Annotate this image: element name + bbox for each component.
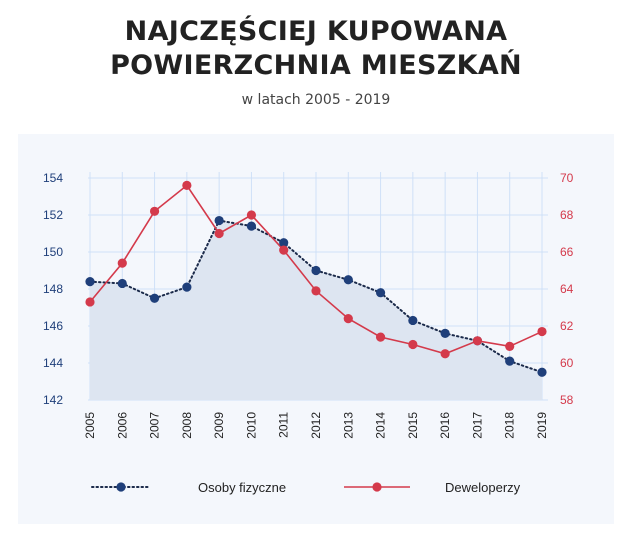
x-tick-label: 2014 <box>374 412 388 439</box>
series-osoby-fizyczne-point <box>440 328 450 338</box>
series-deweloperzy-point <box>343 314 353 324</box>
chart-title-line1: NAJCZĘŚCIEJ KUPOWANA <box>124 16 508 47</box>
series-deweloperzy-point <box>214 228 224 239</box>
x-tick-label: 2010 <box>244 412 258 439</box>
y-left-tick-label: 148 <box>43 282 63 296</box>
series-deweloperzy-point <box>537 326 547 337</box>
series-deweloperzy-point <box>408 339 418 350</box>
x-tick-label: 2013 <box>341 412 355 439</box>
series-osoby-fizyczne-point <box>279 238 289 248</box>
y-left-tick-label: 142 <box>43 393 63 407</box>
x-tick-label: 2019 <box>535 412 549 439</box>
x-tick-label: 2005 <box>83 412 97 439</box>
x-tick-label: 2015 <box>406 412 420 439</box>
y-right-tick-label: 62 <box>560 319 574 333</box>
y-left-tick-label: 146 <box>43 319 63 333</box>
series-deweloperzy-point <box>149 206 160 216</box>
series-deweloperzy-point <box>311 286 321 296</box>
series-deweloperzy-point <box>246 210 257 220</box>
series-osoby-fizyczne-point <box>408 315 418 326</box>
y-left-tick-label: 144 <box>43 356 63 370</box>
y-right-tick-label: 66 <box>560 245 574 259</box>
series-osoby-fizyczne-point <box>182 282 192 292</box>
legend-osoby-fizyczne-label: Osoby fizyczne <box>198 480 286 495</box>
legend: Osoby fizyczne Deweloperzy <box>91 480 521 495</box>
chart-subtitle: w latach 2005 - 2019 <box>241 92 391 108</box>
axis-layer: 142 144 146 148 150 152 154 58 60 62 64 66 68 70 2005 2… <box>43 171 574 439</box>
x-tick-label: 2009 <box>212 412 226 439</box>
series-deweloperzy-point <box>440 349 450 359</box>
series-deweloperzy-point <box>117 258 127 268</box>
x-tick-label: 2017 <box>470 412 484 439</box>
series-osoby-fizyczne-point <box>505 356 515 366</box>
series-osoby-fizyczne-point <box>343 275 353 285</box>
x-tick-label: 2007 <box>148 412 162 439</box>
legend-deweloperzy-label: Deweloperzy <box>445 480 521 495</box>
legend-osoby-fizyczne-marker <box>116 482 126 492</box>
x-tick-label: 2012 <box>309 412 323 439</box>
chart-title-line2: POWIERZCHNIA MIESZKAŃ <box>110 50 522 81</box>
series-osoby-fizyczne-area <box>90 220 542 400</box>
y-left-tick-label: 154 <box>43 171 63 185</box>
y-left-tick-label: 152 <box>43 208 63 222</box>
x-tick-label: 2016 <box>438 412 452 439</box>
x-tick-label: 2008 <box>180 412 194 439</box>
series-deweloperzy-point <box>505 341 515 351</box>
y-right-tick-label: 70 <box>560 171 574 185</box>
y-right-tick-label: 60 <box>560 356 574 370</box>
series-deweloperzy-point <box>472 336 483 346</box>
series-osoby-fizyczne-point <box>375 288 386 298</box>
y-left-tick-label: 150 <box>43 245 63 259</box>
series-deweloperzy-point <box>182 180 192 190</box>
series-osoby-fizyczne-point <box>246 221 257 231</box>
series-osoby-fizyczne-point <box>311 265 321 276</box>
legend-deweloperzy-marker <box>372 482 382 492</box>
series-deweloperzy-point <box>279 245 289 255</box>
series-osoby-fizyczne-point <box>85 277 95 287</box>
series-deweloperzy-point <box>85 297 95 307</box>
y-right-tick-label: 64 <box>560 282 574 296</box>
y-right-tick-label: 68 <box>560 208 574 222</box>
y-right-tick-label: 58 <box>560 393 574 407</box>
series-osoby-fizyczne-point <box>117 278 127 289</box>
x-tick-label: 2018 <box>503 412 517 439</box>
x-tick-label: 2006 <box>115 412 129 439</box>
series-deweloperzy-point <box>375 332 386 342</box>
series-osoby-fizyczne-point <box>149 293 160 303</box>
area-layer <box>90 220 542 400</box>
series-osoby-fizyczne-point <box>214 215 224 226</box>
point-layer <box>85 180 547 377</box>
series-osoby-fizyczne-point <box>537 367 547 377</box>
x-tick-label: 2011 <box>277 412 291 438</box>
